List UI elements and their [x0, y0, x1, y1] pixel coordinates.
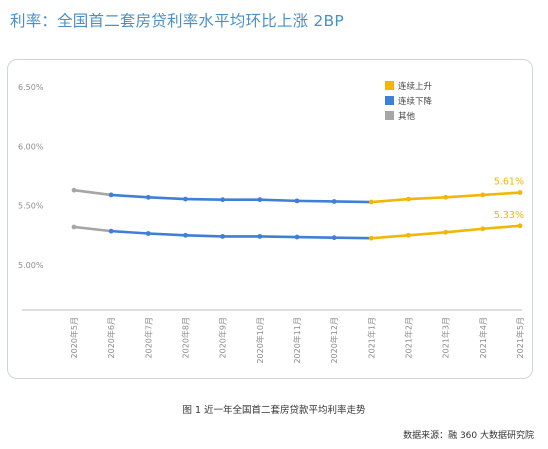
- x-tick-label: 2020年7月: [143, 317, 153, 358]
- legend-label: 连续下降: [398, 96, 433, 107]
- series-1-point: [183, 196, 188, 202]
- x-tick-label: 2020年6月: [106, 317, 116, 358]
- y-tick-label: 5.00%: [18, 261, 44, 270]
- legend-label: 连续上升: [398, 81, 433, 92]
- x-tick-label: 2020年8月: [181, 317, 191, 358]
- series-1-point: [294, 198, 300, 204]
- series-2-point: [517, 223, 523, 229]
- end-value-label: 5.33%: [494, 210, 524, 221]
- figure-caption: 图 1 近一年全国首二套房贷款平均利率走势: [182, 405, 366, 416]
- x-tick-label: 2020年12月: [329, 317, 339, 364]
- page-headline: 利率：全国首二套房贷利率水平均环比上涨 2BP: [10, 12, 344, 30]
- x-tick-label: 2021年4月: [478, 317, 488, 358]
- series-2-point: [183, 232, 188, 238]
- series-1-point: [220, 197, 226, 203]
- y-tick-label: 5.50%: [18, 202, 44, 211]
- series-2-point: [294, 234, 300, 240]
- x-tick-label: 2020年11月: [292, 317, 302, 364]
- x-tick-label: 2021年5月: [515, 317, 525, 358]
- x-tick-label: 2021年1月: [366, 317, 376, 358]
- legend-swatch: [385, 111, 394, 120]
- y-tick-label: 6.50%: [18, 83, 44, 92]
- x-tick-label: 2021年3月: [441, 317, 451, 358]
- series-1-point: [480, 192, 486, 198]
- series-2-point: [406, 232, 411, 238]
- legend-swatch: [385, 81, 394, 90]
- series-2-segment-1-8: [109, 229, 373, 240]
- series-2-point: [331, 235, 337, 241]
- x-tick-label: 2020年5月: [69, 317, 79, 358]
- legend-swatch: [385, 96, 394, 105]
- series-2-point: [145, 231, 151, 236]
- chart-frame: 5.00% 5.50% 6.00% 6.50% 2020年5月 2020年6月 2020年…: [7, 59, 533, 379]
- series-1-point: [145, 194, 151, 200]
- series-1-point: [406, 196, 411, 202]
- x-tick-label: 2021年2月: [404, 317, 414, 358]
- series-2-point: [108, 228, 114, 234]
- x-tick-label: 2020年10月: [255, 317, 265, 364]
- series-2-segment-0-1: [72, 225, 113, 233]
- series-2-point: [257, 234, 263, 239]
- series-1-point: [331, 199, 337, 204]
- legend-label: 其他: [398, 111, 416, 122]
- series-2-point: [480, 226, 486, 232]
- series-2-point: [368, 235, 374, 241]
- series-1-point: [71, 187, 77, 193]
- series-1-segment-1-8: [109, 193, 373, 204]
- series-2-point: [443, 229, 449, 235]
- rate-trend-chart: 5.00% 5.50% 6.00% 6.50% 2020年5月 2020年6月 2020年…: [18, 81, 525, 364]
- series-1-point: [257, 197, 263, 203]
- x-tick-label: 2020年9月: [218, 317, 228, 358]
- series-1-point: [108, 192, 114, 198]
- end-value-label: 5.61%: [494, 177, 524, 188]
- y-tick-label: 6.00%: [18, 142, 44, 151]
- series-2-point: [220, 234, 226, 239]
- series-2-point: [71, 224, 77, 230]
- series-1-point: [517, 190, 523, 195]
- series-1-point: [443, 194, 449, 200]
- series-1-point: [368, 199, 374, 205]
- data-source: 数据来源：融 360 大数据研究院: [403, 431, 534, 441]
- series-1-segment-0-1: [72, 188, 113, 197]
